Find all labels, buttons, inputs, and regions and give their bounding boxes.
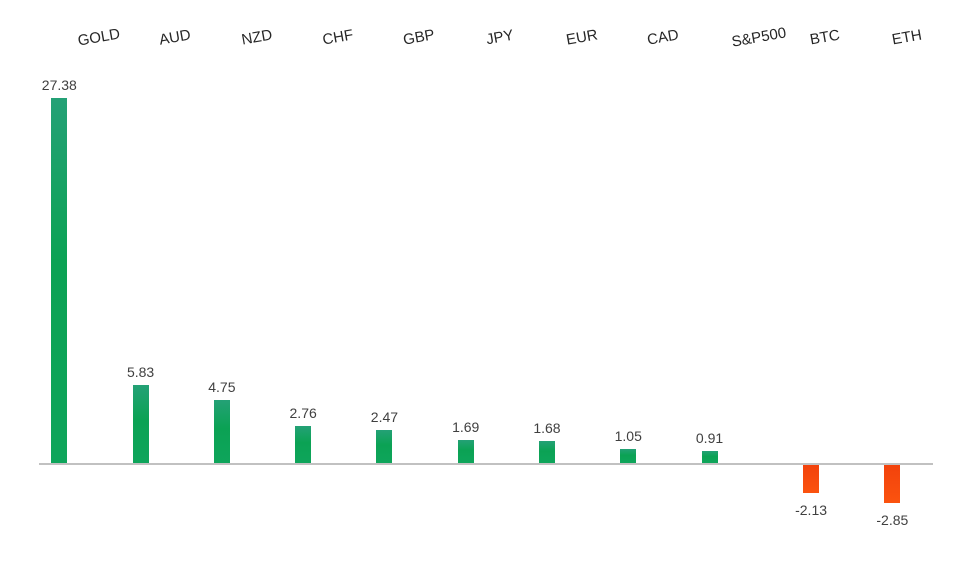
value-label-btc: -2.13: [795, 502, 828, 519]
bar-cad: [620, 449, 637, 463]
bar-gold: [51, 98, 68, 463]
bar-aud: [132, 385, 149, 463]
bar-gbp: [376, 430, 393, 463]
bar-nzd: [213, 399, 230, 463]
category-label-nzd: NZD: [239, 26, 274, 49]
value-label-gold: 27.38: [41, 77, 77, 94]
value-label-aud: 5.83: [126, 364, 155, 381]
value-label-jpy: 1.69: [452, 419, 480, 436]
category-label-cad: CAD: [645, 26, 680, 49]
category-label-eth: ETH: [890, 26, 923, 49]
bar-chf: [295, 426, 312, 463]
bar-sp500: [701, 450, 718, 463]
bar-eth: [884, 465, 901, 503]
bar-btc: [803, 465, 820, 494]
category-label-gbp: GBP: [401, 26, 437, 49]
bar-jpy: [457, 440, 474, 463]
value-label-sp500: 0.91: [695, 429, 724, 446]
value-label-chf: 2.76: [289, 405, 317, 422]
value-label-eth: -2.85: [876, 511, 909, 528]
value-label-eur: 1.68: [533, 419, 561, 436]
value-label-gbp: 2.47: [370, 409, 399, 426]
category-label-eur: EUR: [564, 26, 599, 49]
x-axis-baseline: [39, 463, 933, 465]
category-label-jpy: JPY: [485, 26, 516, 49]
bar-eur: [538, 440, 555, 463]
category-label-aud: AUD: [158, 26, 193, 49]
value-label-nzd: 4.75: [208, 378, 236, 395]
category-label-chf: CHF: [321, 26, 355, 49]
value-label-cad: 1.05: [614, 428, 642, 444]
